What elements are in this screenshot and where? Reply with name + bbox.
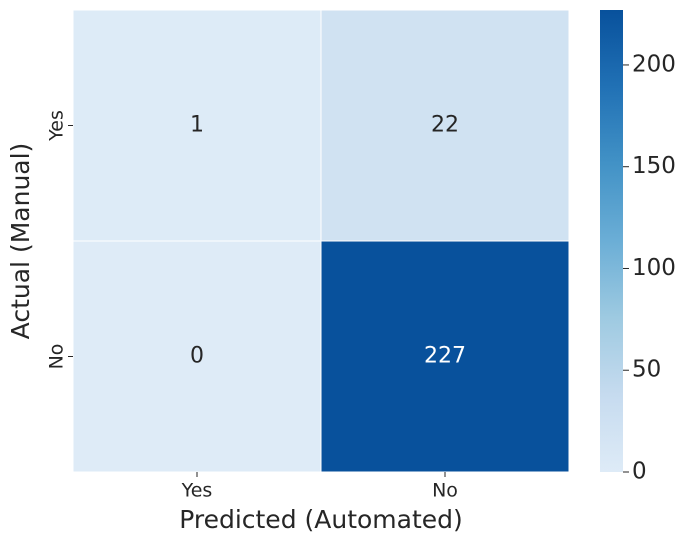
y-tick-label: No <box>46 344 68 370</box>
colorbar-tick-label: 200 <box>632 51 676 77</box>
heatmap-cell <box>72 240 322 473</box>
x-axis-label: Predicted (Automated) <box>179 505 463 534</box>
y-tick-label: Yes <box>46 110 68 142</box>
cell-label: 227 <box>424 344 466 369</box>
cell-label: 0 <box>190 344 204 369</box>
heatmap-cell <box>72 9 322 242</box>
heatmap-cell <box>320 9 570 242</box>
x-tick-label: Yes <box>181 480 213 502</box>
colorbar-tick-label: 150 <box>632 153 676 179</box>
x-tick-label: No <box>432 480 458 502</box>
cell-label: 1 <box>190 113 204 138</box>
heatmap-cell <box>320 240 570 473</box>
y-axis-label: Actual (Manual) <box>6 143 35 340</box>
cell-label: 22 <box>431 113 459 138</box>
colorbar <box>600 10 623 472</box>
colorbar-tick-label: 50 <box>632 357 661 383</box>
colorbar-tick-label: 100 <box>632 255 676 281</box>
colorbar-tick-label: 0 <box>632 459 647 485</box>
